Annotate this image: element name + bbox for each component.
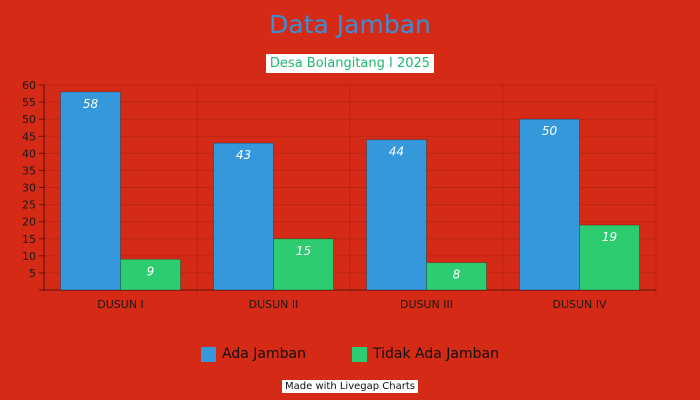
legend-swatch-ada-jamban — [201, 346, 217, 362]
y-tick-label: 40 — [22, 147, 36, 160]
bar-ada-jamban[interactable] — [213, 142, 274, 291]
x-tick-label: DUSUN II — [249, 298, 299, 311]
y-tick-label: 25 — [22, 199, 36, 212]
bar-value-label: 43 — [236, 148, 251, 162]
bar-tidak-ada-jamban[interactable] — [120, 258, 181, 291]
y-tick-label: 35 — [22, 164, 36, 177]
x-tick-label: DUSUN III — [400, 298, 453, 311]
legend-label-tidak-ada-jamban: Tidak Ada Jamban — [372, 346, 499, 362]
bar-value-label: 19 — [602, 230, 617, 244]
legend-swatch-tidak-ada-jamban — [351, 346, 367, 362]
y-tick-label: 20 — [22, 216, 36, 229]
legend-item-tidak-ada-jamban[interactable]: Tidak Ada Jamban — [351, 346, 499, 362]
x-tick-label: DUSUN I — [97, 298, 144, 311]
y-tick-label: 15 — [22, 233, 36, 246]
y-tick-label: 55 — [22, 96, 36, 109]
chart-title: Data Jamban — [269, 10, 431, 39]
y-tick-label: 60 — [22, 79, 36, 92]
bar-ada-jamban[interactable] — [366, 139, 427, 291]
bar-value-label: 44 — [389, 145, 404, 159]
bar-tidak-ada-jamban[interactable] — [579, 224, 640, 291]
bar-tidak-ada-jamban[interactable] — [273, 238, 334, 291]
legend-label-ada-jamban: Ada Jamban — [222, 346, 306, 362]
bar-value-label: 15 — [296, 244, 311, 258]
bar-value-label: 9 — [147, 264, 155, 278]
y-tick-label: 50 — [22, 113, 36, 126]
bar-ada-jamban[interactable] — [60, 91, 121, 291]
y-tick-label: 45 — [22, 130, 36, 143]
y-tick-label: 5 — [29, 267, 36, 280]
bar-value-label: 8 — [453, 268, 461, 282]
chart-credit: Made with Livegap Charts — [282, 380, 418, 393]
bar-tidak-ada-jamban[interactable] — [426, 262, 487, 291]
chart-legend: Ada Jamban Tidak Ada Jamban — [0, 346, 700, 362]
y-tick-label: 30 — [22, 182, 36, 195]
bar-ada-jamban[interactable] — [519, 118, 580, 291]
y-tick-label: 10 — [22, 250, 36, 263]
x-tick-label: DUSUN IV — [552, 298, 607, 311]
bar-value-label: 50 — [542, 124, 558, 138]
bar-value-label: 58 — [83, 97, 99, 111]
chart-subtitle: Desa Bolangitang I 2025 — [265, 54, 435, 73]
legend-item-ada-jamban[interactable]: Ada Jamban — [201, 346, 306, 362]
